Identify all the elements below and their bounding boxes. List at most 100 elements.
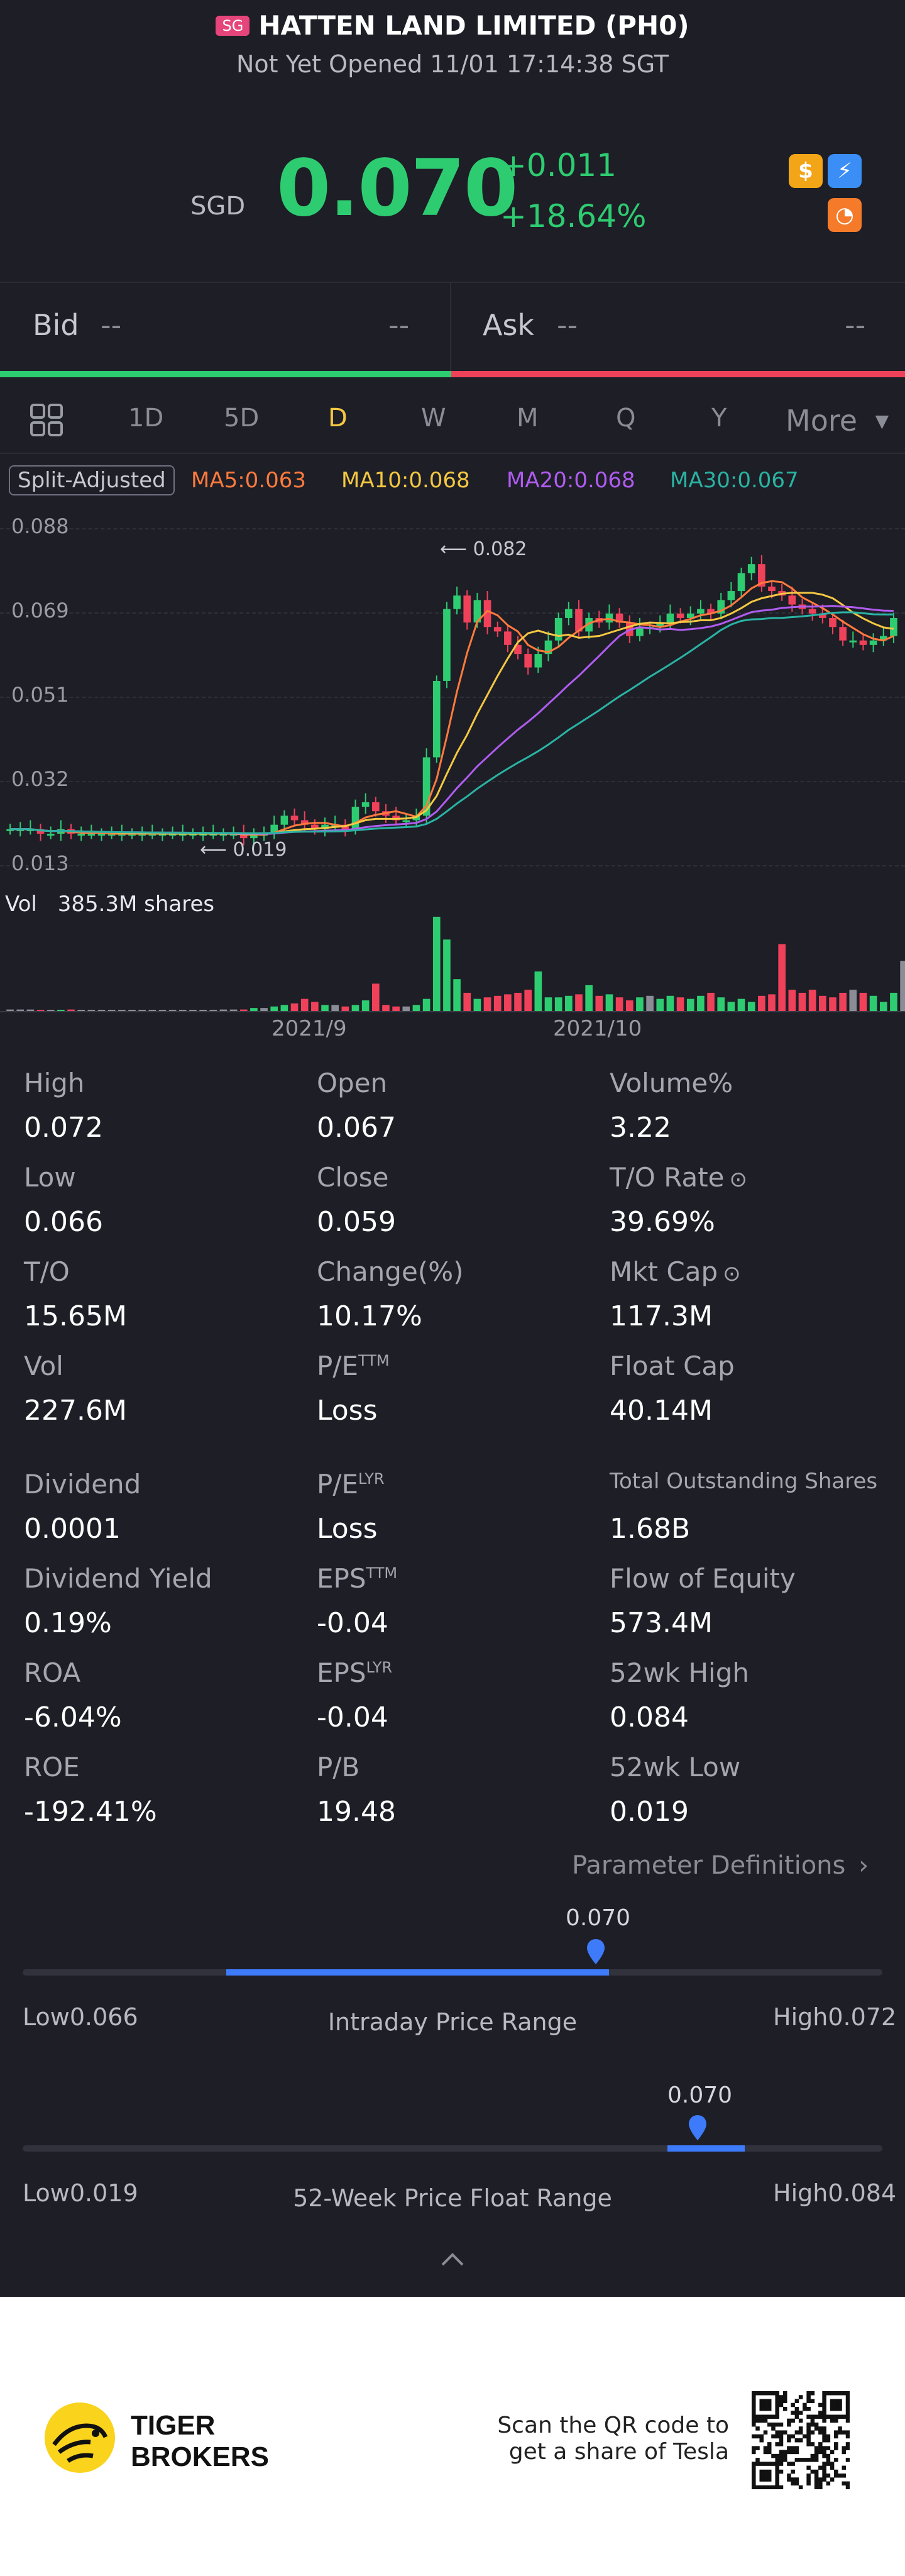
volume-bar [534, 971, 542, 1011]
candle [768, 586, 776, 592]
stock-title: SG HATTEN LAND LIMITED (PH0) [0, 10, 905, 41]
volume-bar [625, 1000, 634, 1011]
price-change-percent: +18.64% [500, 198, 647, 235]
candle [290, 815, 299, 821]
stock-name: HATTEN LAND LIMITED (PH0) [258, 10, 689, 41]
volume-bar [859, 992, 867, 1011]
candle [250, 833, 258, 839]
stat-label-dividend-yield: Dividend Yield [24, 1563, 212, 1594]
volume-chart[interactable] [0, 912, 905, 1012]
stat-value-mkt-cap: 117.3M [610, 1300, 713, 1332]
stat-label-roe: ROE [24, 1752, 80, 1783]
volume-bar [473, 998, 481, 1011]
collapse-chevron-icon[interactable] [440, 2251, 465, 2267]
candle [473, 600, 481, 623]
chart-badge-icon[interactable]: ◔ [828, 198, 862, 232]
ma20-legend: MA20:0.068 [507, 468, 635, 493]
stat-value-52wk-low: 0.019 [610, 1796, 689, 1828]
volume-bar [666, 995, 674, 1011]
info-icon[interactable]: ⊙ [729, 1167, 748, 1192]
volume-bar [77, 1010, 85, 1011]
tab-1d[interactable]: 1D [128, 404, 164, 433]
volume-bar [768, 994, 776, 1011]
stat-value-close: 0.059 [317, 1206, 396, 1238]
volume-bar [422, 998, 431, 1011]
tiger-brokers-logo [45, 2402, 115, 2473]
candle [585, 617, 593, 632]
candle [747, 564, 755, 573]
volume-bar [300, 998, 309, 1011]
tab-more[interactable]: More ▼ [786, 404, 889, 438]
arrow-left-icon: ⟵ [200, 839, 228, 861]
stat-value-roe: -192.41% [24, 1796, 157, 1828]
volume-bar [290, 1003, 299, 1011]
volume-bar [331, 1005, 339, 1011]
volume-bar [686, 998, 694, 1011]
tab-q[interactable]: Q [616, 404, 636, 433]
stat-label-t-o: T/O [24, 1256, 70, 1287]
ma5-legend: MA5:0.063 [191, 468, 307, 493]
candle [575, 609, 583, 632]
volume-bar [219, 1009, 228, 1011]
candle [737, 573, 745, 592]
candle [615, 613, 623, 623]
stat-value-high: 0.072 [24, 1112, 103, 1144]
candle [686, 613, 694, 618]
parameter-definitions-link[interactable]: Parameter Definitions › [572, 1851, 869, 1880]
price-chart[interactable] [0, 503, 905, 893]
volume-bar [239, 1009, 248, 1011]
ask-bar [451, 371, 905, 377]
bid-label: Bid [33, 308, 79, 342]
candle [565, 609, 573, 618]
candle [239, 833, 248, 839]
intraday-high: High0.072 [773, 2003, 897, 2031]
volume-bar [57, 1010, 65, 1011]
candle [534, 654, 542, 668]
candle [818, 613, 826, 618]
stat-label-total-outstanding-shares: Total Outstanding Shares [610, 1469, 878, 1494]
intraday-title: Intraday Price Range [327, 2008, 578, 2036]
stat-value-t-o: 15.65M [24, 1300, 127, 1332]
volume-bar [636, 997, 644, 1011]
tab-w[interactable]: W [421, 404, 446, 433]
candle [36, 829, 45, 834]
tab-m[interactable]: M [517, 404, 539, 433]
tab-5d[interactable]: 5D [224, 404, 260, 433]
candle [16, 829, 25, 831]
volume-bar [270, 1006, 278, 1011]
divider [0, 1011, 905, 1012]
tab-d[interactable]: D [328, 404, 348, 433]
lightning-icon[interactable]: ⚡ [828, 154, 862, 188]
stat-value-eps-ttm: -0.04 [317, 1607, 388, 1639]
week52-track [23, 2145, 882, 2152]
x-tick: 2021/10 [553, 1016, 642, 1041]
volume-bar [118, 1010, 126, 1011]
dollar-icon[interactable]: $ [789, 154, 823, 188]
volume-bar [260, 1008, 268, 1011]
volume-bar [890, 992, 897, 1011]
intraday-current-label: 0.070 [566, 1905, 631, 1931]
week52-high: High0.084 [773, 2179, 897, 2207]
info-icon[interactable]: ⊙ [723, 1261, 741, 1286]
low-marker: ⟵ 0.019 [200, 839, 287, 861]
volume-bar [544, 997, 552, 1011]
y-tick: 0.069 [11, 599, 69, 622]
stat-value-change: 10.17% [317, 1300, 422, 1332]
volume-bar [879, 1002, 887, 1011]
divider [0, 282, 905, 283]
intraday-fill [226, 1969, 609, 1976]
stat-value-float-cap: 40.14M [610, 1395, 713, 1427]
qr-code[interactable] [752, 2391, 850, 2489]
stat-value-52wk-high: 0.084 [610, 1701, 689, 1733]
volume-bar [605, 994, 613, 1011]
volume-bar [808, 990, 816, 1011]
candle [839, 627, 847, 641]
tab-y[interactable]: Y [711, 404, 727, 433]
split-adjusted-chip[interactable]: Split-Adjusted [9, 465, 175, 495]
y-tick: 0.088 [11, 514, 69, 538]
candle [6, 829, 14, 831]
ask-price: -- [557, 308, 578, 342]
stat-label-low: Low [24, 1162, 76, 1193]
candle [636, 627, 644, 636]
grid-icon[interactable] [29, 402, 64, 444]
